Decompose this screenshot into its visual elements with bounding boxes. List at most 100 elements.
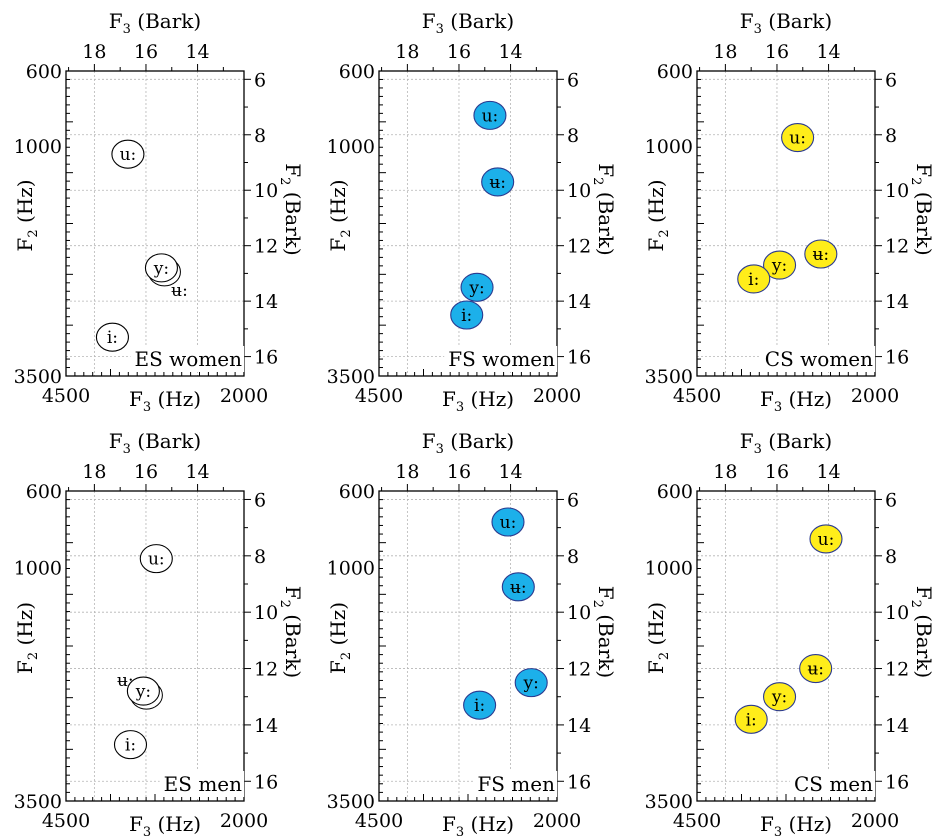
point-marker xyxy=(763,682,797,712)
panel-label: CS women xyxy=(765,347,873,371)
point-y: y: xyxy=(763,250,797,280)
x-top-tick-label: 14 xyxy=(816,41,840,63)
point-marker xyxy=(781,122,815,153)
y-axis-title: F2 (Hz) xyxy=(644,179,672,251)
panel-label: FS men xyxy=(477,772,555,796)
y-right-axis-title: F2 (Bark) xyxy=(908,163,936,255)
point-i: i: xyxy=(737,264,771,294)
y-right-tick-label: 14 xyxy=(254,291,278,313)
y-right-axis-title: F2 (Bark) xyxy=(908,586,936,678)
x-bottom-tick-label: 2000 xyxy=(533,810,581,832)
point-marker xyxy=(95,322,129,352)
point-marker xyxy=(113,730,148,760)
y-right-tick-label: 16 xyxy=(567,347,591,369)
y-right-tick-label: 6 xyxy=(254,69,266,91)
x-top-tick-label: 18 xyxy=(82,41,106,63)
point-label: ʉ: xyxy=(510,578,527,598)
y-right-tick-label: 10 xyxy=(885,180,909,202)
point-label: i: xyxy=(746,710,757,730)
y-left-tick-label: 600 xyxy=(26,61,62,83)
point-i: i: xyxy=(95,322,129,352)
point-u-bar: ʉ: xyxy=(171,281,188,301)
y-right-tick-label: 14 xyxy=(567,291,591,313)
y-axis-title: F2 (Hz) xyxy=(326,602,354,674)
y-right-tick-label: 16 xyxy=(885,771,909,793)
point-label: i: xyxy=(125,736,136,756)
point-u: u: xyxy=(491,507,525,537)
point-label: u: xyxy=(500,513,517,533)
point-marker xyxy=(491,507,525,537)
x-top-tick-label: 18 xyxy=(395,461,419,483)
y-right-tick-label: 12 xyxy=(885,236,909,258)
y-left-tick-label: 1000 xyxy=(14,136,62,158)
panel-label-background xyxy=(444,346,558,372)
x-top-tick-label: 14 xyxy=(498,461,522,483)
x-top-tick-label: 14 xyxy=(185,41,209,63)
x-axis-title: F3 (Hz) xyxy=(442,387,514,415)
plot-frame xyxy=(378,490,558,802)
y-left-tick-label: 600 xyxy=(657,61,693,83)
y-right-tick-label: 8 xyxy=(567,546,579,568)
x-top-axis-title: F3 (Bark) xyxy=(422,9,514,37)
point-y: y: xyxy=(144,253,181,287)
x-axis-title: F3 (Hz) xyxy=(760,387,832,415)
point-marker xyxy=(514,668,548,698)
y-left-tick-label: 600 xyxy=(657,481,693,503)
panel-label-background xyxy=(789,771,876,797)
axis-ticks xyxy=(66,484,251,801)
x-top-tick-label: 14 xyxy=(816,461,840,483)
panel-label-background xyxy=(130,346,245,372)
grid xyxy=(379,71,557,376)
plot-frame xyxy=(65,70,245,377)
point-marker xyxy=(126,676,160,706)
x-top-tick-label: 16 xyxy=(134,41,158,63)
y-axis-title: F2 (Hz) xyxy=(13,179,41,251)
axis-ticks xyxy=(379,484,564,801)
point-marker xyxy=(799,653,833,684)
point-y: y: xyxy=(763,682,797,712)
x-axis-title: F3 (Hz) xyxy=(129,812,201,839)
point-marker xyxy=(481,167,515,197)
point-label: y: xyxy=(468,278,484,298)
x-bottom-tick-label: 4500 xyxy=(42,810,90,832)
x-bottom-tick-label: 2000 xyxy=(851,385,899,407)
y-right-tick-label: 10 xyxy=(885,602,909,624)
y-left-tick-label: 1000 xyxy=(645,557,693,579)
y-right-tick-label: 10 xyxy=(254,602,278,624)
y-right-axis-title: F2 (Bark) xyxy=(590,163,618,255)
x-top-axis-title: F3 (Bark) xyxy=(740,9,832,37)
panel-label-background xyxy=(760,346,876,372)
y-right-tick-label: 10 xyxy=(567,180,591,202)
y-right-tick-label: 16 xyxy=(254,347,278,369)
point-marker xyxy=(809,524,843,554)
y-left-tick-label: 1000 xyxy=(645,136,693,158)
x-bottom-tick-label: 2000 xyxy=(533,385,581,407)
y-right-tick-label: 6 xyxy=(567,69,579,91)
point-marker xyxy=(804,239,838,269)
x-top-tick-label: 18 xyxy=(713,461,737,483)
panel-label-background xyxy=(159,771,245,797)
y-right-tick-label: 16 xyxy=(567,771,591,793)
y-right-tick-label: 8 xyxy=(885,546,897,568)
x-bottom-tick-label: 2000 xyxy=(220,810,268,832)
y-left-tick-label: 1000 xyxy=(14,557,62,579)
y-left-tick-label: 3500 xyxy=(645,366,693,388)
point-label: ʉ: xyxy=(812,245,829,265)
y-right-tick-label: 16 xyxy=(885,347,909,369)
y-right-tick-label: 6 xyxy=(885,489,897,511)
point-label: i: xyxy=(474,696,485,716)
point-marker xyxy=(473,100,507,130)
point-marker xyxy=(111,139,145,169)
axis-ticks xyxy=(697,484,882,801)
point-u-bar: ʉ: xyxy=(481,167,515,197)
point-label: u: xyxy=(818,530,835,550)
point-u: u: xyxy=(781,122,815,153)
panel-label: ES women xyxy=(135,347,243,371)
point-label: u: xyxy=(482,106,499,126)
point-u-bar: ʉ: xyxy=(804,239,838,269)
point-y: y: xyxy=(514,668,548,698)
point-label: y: xyxy=(523,674,539,694)
x-top-axis-title: F3 (Bark) xyxy=(740,429,832,457)
